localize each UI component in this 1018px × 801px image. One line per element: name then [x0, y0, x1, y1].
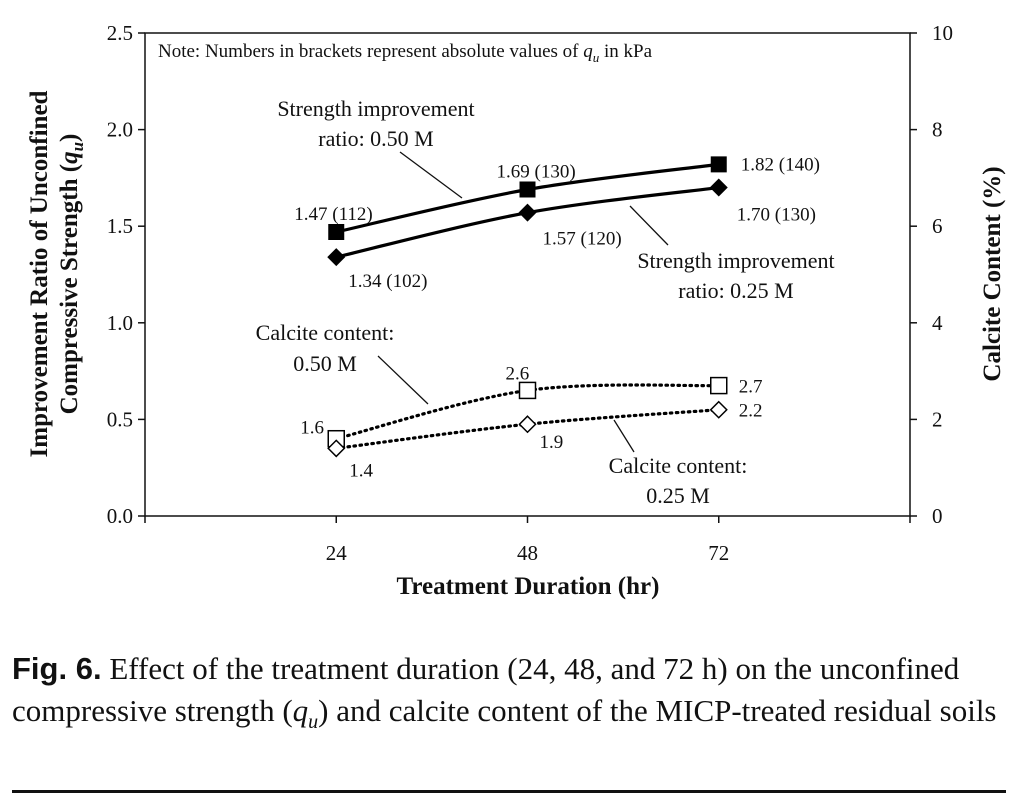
figure-label: Fig. 6. — [12, 651, 102, 686]
caption-subscript: u — [308, 711, 319, 734]
annotation-strength-050-line-1: Strength improvement — [277, 96, 474, 121]
annotation-strength-025-line-1: Strength improvement — [637, 248, 834, 273]
svg-text:Calcite Content (%): Calcite Content (%) — [979, 166, 1006, 381]
data-label-strength-050: 1.69 (130) — [497, 161, 576, 182]
left-axis-title: Improvement Ratio of Unconfined Compress… — [26, 90, 87, 457]
annotation-strength-025-leader — [629, 205, 669, 246]
marker-calcite-025 — [327, 439, 346, 458]
data-label-calcite-050: 2.7 — [739, 377, 763, 398]
annotation-strength-025: Strength improvement ratio: 0.25 M — [629, 205, 835, 303]
annotation-calcite-050-line-2: 0.50 M — [293, 351, 357, 376]
right-y-tick-label: 6 — [932, 214, 943, 238]
caption-symbol: q — [292, 693, 309, 728]
data-label-calcite-025: 1.4 — [349, 460, 373, 481]
marker-strength-050 — [519, 181, 536, 198]
marker-strength-025 — [709, 178, 728, 197]
series-layer: 1.47 (112) 1.69 (130) 1.82 (140) 1.34 (102)… — [294, 154, 820, 481]
marker-strength-025 — [327, 248, 346, 267]
annotation-strength-025-line-2: ratio: 0.25 M — [678, 278, 794, 303]
x-tick-label: 24 — [326, 541, 348, 565]
data-label-calcite-050: 1.6 — [300, 418, 324, 439]
figure-caption: Fig. 6. Effect of the treatment duration… — [12, 648, 1002, 743]
plot-frame — [144, 32, 911, 517]
left-axis-title-line-2: Compressive Strength (qu) — [56, 134, 87, 415]
right-y-tick-label: 8 — [932, 118, 943, 142]
data-label-strength-025: 1.57 (120) — [543, 229, 622, 250]
caption-text-2: ) and calcite content of the MICP-treate… — [318, 693, 997, 728]
marker-calcite-025 — [518, 415, 537, 434]
right-axis-title: Calcite Content (%) — [979, 166, 1006, 381]
right-y-tick-label: 10 — [932, 21, 953, 45]
bottom-rule — [12, 790, 1006, 793]
left-y-tick-label: 0.5 — [107, 407, 133, 431]
data-label-strength-050: 1.82 (140) — [741, 154, 820, 175]
left-y-tick-label: 1.0 — [107, 311, 133, 335]
caption-text-1: Effect of the treatment duration (24, 48… — [12, 651, 960, 728]
annotation-calcite-050-leader — [377, 355, 429, 405]
right-y-tick-label: 4 — [932, 311, 943, 335]
data-label-strength-025: 1.34 (102) — [348, 271, 427, 292]
annotation-calcite-025-leader — [613, 419, 635, 453]
left-y-tick-label: 2.5 — [107, 21, 133, 45]
left-y-tick-label: 2.0 — [107, 118, 133, 142]
data-label-calcite-025: 2.2 — [739, 401, 763, 422]
series-line-strength-025 — [335, 185, 719, 259]
right-y-tick-label: 0 — [932, 504, 943, 528]
data-label-calcite-025: 1.9 — [540, 432, 564, 453]
marker-calcite-025 — [709, 400, 728, 419]
chart-note: Note: Numbers in brackets represent abso… — [158, 41, 653, 65]
left-y-tick-label: 0.0 — [107, 504, 133, 528]
annotation-strength-050: Strength improvement ratio: 0.50 M — [277, 96, 475, 199]
x-axis-title: Treatment Duration (hr) — [397, 573, 660, 600]
marker-calcite-050 — [710, 376, 728, 395]
annotation-calcite-025: Calcite content: 0.25 M — [609, 419, 748, 508]
x-tick-label: 48 — [517, 541, 538, 565]
right-y-tick-label: 2 — [932, 407, 943, 431]
annotation-strength-050-line-2: ratio: 0.50 M — [318, 126, 434, 151]
marker-calcite-050 — [518, 381, 537, 400]
data-label-calcite-050: 2.6 — [506, 363, 530, 384]
x-tick-label: 72 — [708, 541, 729, 565]
left-axis-title-line-1: Improvement Ratio of Unconfined — [26, 90, 53, 457]
left-y-tick-label: 1.5 — [107, 214, 133, 238]
annotation-calcite-025-line-2: 0.25 M — [646, 483, 710, 508]
marker-strength-050 — [710, 156, 727, 173]
data-label-strength-050: 1.47 (112) — [294, 204, 372, 225]
annotation-strength-050-leader — [399, 151, 463, 199]
annotation-calcite-050-line-1: Calcite content: — [256, 320, 395, 345]
marker-strength-025 — [518, 203, 537, 222]
data-label-strength-025: 1.70 (130) — [737, 205, 816, 226]
marker-strength-050 — [328, 223, 345, 240]
annotation-calcite-050: Calcite content: 0.50 M — [256, 320, 429, 405]
annotation-calcite-025-line-1: Calcite content: — [609, 453, 748, 478]
